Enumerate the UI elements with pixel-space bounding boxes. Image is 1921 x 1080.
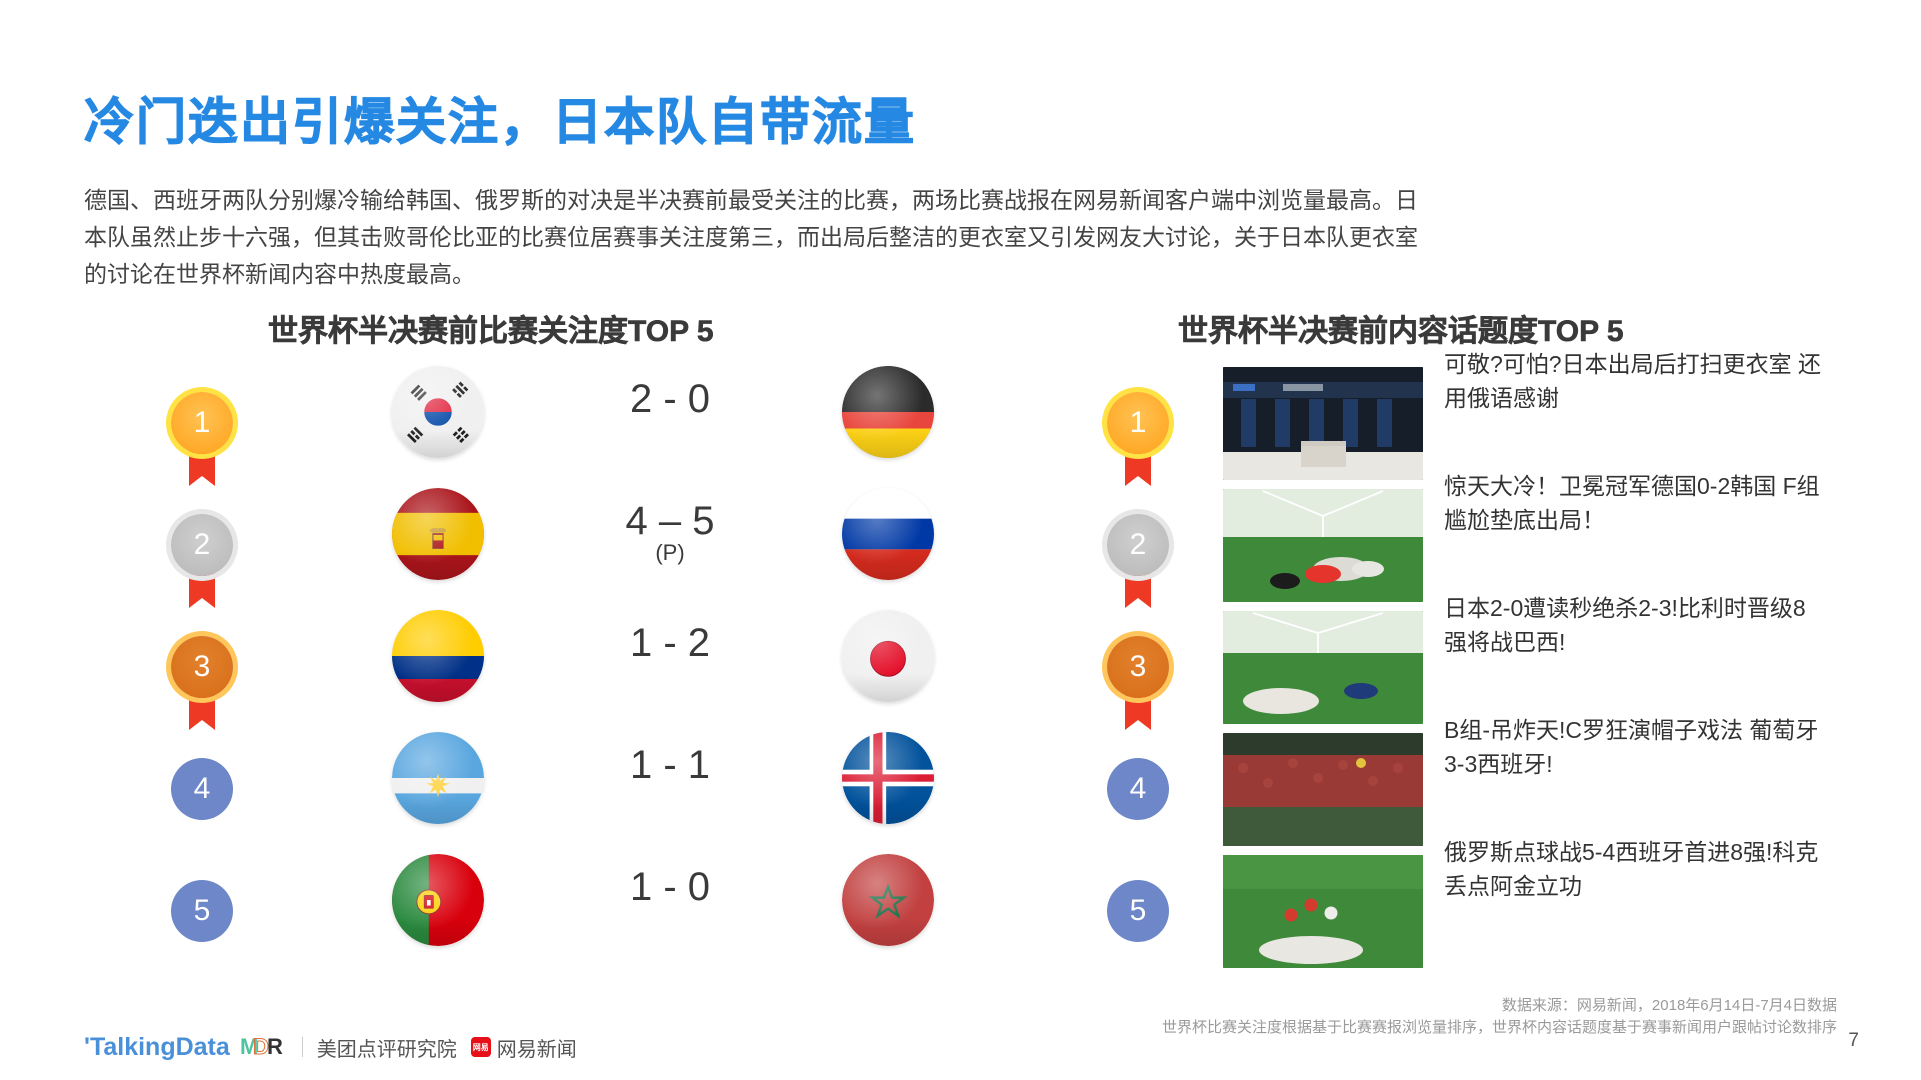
svg-text:R: R bbox=[267, 1036, 283, 1058]
